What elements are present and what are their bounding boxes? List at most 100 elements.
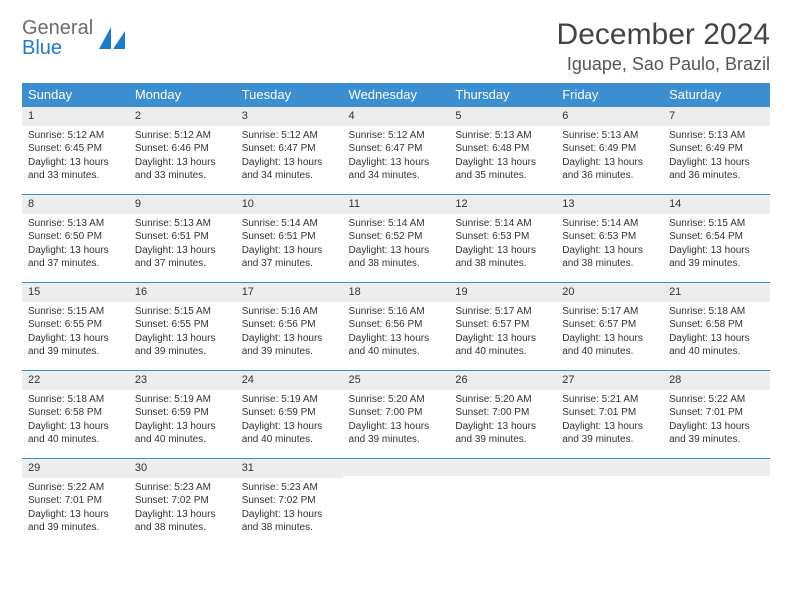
sunset-line: Sunset: 6:48 PM — [455, 142, 550, 156]
day-details: Sunrise: 5:20 AMSunset: 7:00 PMDaylight:… — [343, 390, 450, 451]
day-number: 26 — [449, 371, 556, 390]
daylight-line: Daylight: 13 hours and 40 minutes. — [28, 420, 123, 447]
sunrise-line: Sunrise: 5:13 AM — [562, 129, 657, 143]
sunset-line: Sunset: 7:01 PM — [562, 406, 657, 420]
sunrise-line: Sunrise: 5:13 AM — [135, 217, 230, 231]
day-number: 21 — [663, 283, 770, 302]
day-details: Sunrise: 5:13 AMSunset: 6:49 PMDaylight:… — [556, 126, 663, 187]
weekday-header: Saturday — [663, 83, 770, 107]
day-details: Sunrise: 5:16 AMSunset: 6:56 PMDaylight:… — [236, 302, 343, 363]
calendar-cell: 10Sunrise: 5:14 AMSunset: 6:51 PMDayligh… — [236, 195, 343, 283]
day-number: 28 — [663, 371, 770, 390]
day-number: 12 — [449, 195, 556, 214]
daylight-line: Daylight: 13 hours and 39 minutes. — [28, 508, 123, 535]
calendar-week-row: 29Sunrise: 5:22 AMSunset: 7:01 PMDayligh… — [22, 459, 770, 547]
logo-sail-icon — [97, 25, 127, 51]
day-number: 15 — [22, 283, 129, 302]
sunset-line: Sunset: 7:00 PM — [349, 406, 444, 420]
day-details: Sunrise: 5:15 AMSunset: 6:55 PMDaylight:… — [129, 302, 236, 363]
day-details: Sunrise: 5:13 AMSunset: 6:51 PMDaylight:… — [129, 214, 236, 275]
daylight-line: Daylight: 13 hours and 38 minutes. — [562, 244, 657, 271]
day-number: 27 — [556, 371, 663, 390]
calendar-week-row: 8Sunrise: 5:13 AMSunset: 6:50 PMDaylight… — [22, 195, 770, 283]
logo: General Blue — [22, 18, 127, 58]
sunrise-line: Sunrise: 5:15 AM — [135, 305, 230, 319]
day-number — [556, 459, 663, 476]
sunset-line: Sunset: 6:56 PM — [349, 318, 444, 332]
month-title: December 2024 — [557, 18, 770, 52]
calendar-cell: 26Sunrise: 5:20 AMSunset: 7:00 PMDayligh… — [449, 371, 556, 459]
sunset-line: Sunset: 6:54 PM — [669, 230, 764, 244]
calendar-cell: 14Sunrise: 5:15 AMSunset: 6:54 PMDayligh… — [663, 195, 770, 283]
day-number: 19 — [449, 283, 556, 302]
calendar-cell — [556, 459, 663, 547]
calendar-cell: 4Sunrise: 5:12 AMSunset: 6:47 PMDaylight… — [343, 107, 450, 195]
sunset-line: Sunset: 6:57 PM — [455, 318, 550, 332]
day-details: Sunrise: 5:14 AMSunset: 6:53 PMDaylight:… — [449, 214, 556, 275]
day-number: 20 — [556, 283, 663, 302]
sunrise-line: Sunrise: 5:22 AM — [669, 393, 764, 407]
daylight-line: Daylight: 13 hours and 33 minutes. — [135, 156, 230, 183]
day-number: 10 — [236, 195, 343, 214]
calendar-cell: 7Sunrise: 5:13 AMSunset: 6:49 PMDaylight… — [663, 107, 770, 195]
sunrise-line: Sunrise: 5:23 AM — [135, 481, 230, 495]
day-details: Sunrise: 5:20 AMSunset: 7:00 PMDaylight:… — [449, 390, 556, 451]
day-details: Sunrise: 5:12 AMSunset: 6:45 PMDaylight:… — [22, 126, 129, 187]
day-details: Sunrise: 5:12 AMSunset: 6:47 PMDaylight:… — [343, 126, 450, 187]
day-details: Sunrise: 5:17 AMSunset: 6:57 PMDaylight:… — [449, 302, 556, 363]
sunrise-line: Sunrise: 5:12 AM — [242, 129, 337, 143]
daylight-line: Daylight: 13 hours and 34 minutes. — [349, 156, 444, 183]
sunrise-line: Sunrise: 5:14 AM — [562, 217, 657, 231]
day-number: 18 — [343, 283, 450, 302]
weekday-header: Tuesday — [236, 83, 343, 107]
day-number: 23 — [129, 371, 236, 390]
day-number: 4 — [343, 107, 450, 126]
weekday-header: Friday — [556, 83, 663, 107]
calendar-cell: 25Sunrise: 5:20 AMSunset: 7:00 PMDayligh… — [343, 371, 450, 459]
sunrise-line: Sunrise: 5:18 AM — [28, 393, 123, 407]
sunrise-line: Sunrise: 5:17 AM — [562, 305, 657, 319]
day-details: Sunrise: 5:16 AMSunset: 6:56 PMDaylight:… — [343, 302, 450, 363]
day-details: Sunrise: 5:13 AMSunset: 6:50 PMDaylight:… — [22, 214, 129, 275]
sunrise-line: Sunrise: 5:19 AM — [135, 393, 230, 407]
header: General Blue December 2024 Iguape, Sao P… — [22, 18, 770, 75]
day-details: Sunrise: 5:22 AMSunset: 7:01 PMDaylight:… — [663, 390, 770, 451]
daylight-line: Daylight: 13 hours and 39 minutes. — [349, 420, 444, 447]
day-details: Sunrise: 5:15 AMSunset: 6:55 PMDaylight:… — [22, 302, 129, 363]
daylight-line: Daylight: 13 hours and 40 minutes. — [669, 332, 764, 359]
daylight-line: Daylight: 13 hours and 34 minutes. — [242, 156, 337, 183]
day-details: Sunrise: 5:19 AMSunset: 6:59 PMDaylight:… — [236, 390, 343, 451]
daylight-line: Daylight: 13 hours and 40 minutes. — [242, 420, 337, 447]
day-details: Sunrise: 5:12 AMSunset: 6:46 PMDaylight:… — [129, 126, 236, 187]
day-number: 31 — [236, 459, 343, 478]
calendar-cell: 21Sunrise: 5:18 AMSunset: 6:58 PMDayligh… — [663, 283, 770, 371]
sunrise-line: Sunrise: 5:13 AM — [669, 129, 764, 143]
sunset-line: Sunset: 7:02 PM — [135, 494, 230, 508]
calendar-cell: 19Sunrise: 5:17 AMSunset: 6:57 PMDayligh… — [449, 283, 556, 371]
sunset-line: Sunset: 6:47 PM — [242, 142, 337, 156]
sunset-line: Sunset: 6:58 PM — [669, 318, 764, 332]
sunset-line: Sunset: 6:57 PM — [562, 318, 657, 332]
sunset-line: Sunset: 6:58 PM — [28, 406, 123, 420]
calendar-cell: 24Sunrise: 5:19 AMSunset: 6:59 PMDayligh… — [236, 371, 343, 459]
day-number: 25 — [343, 371, 450, 390]
calendar-cell: 3Sunrise: 5:12 AMSunset: 6:47 PMDaylight… — [236, 107, 343, 195]
day-number: 14 — [663, 195, 770, 214]
calendar-cell: 17Sunrise: 5:16 AMSunset: 6:56 PMDayligh… — [236, 283, 343, 371]
day-details: Sunrise: 5:22 AMSunset: 7:01 PMDaylight:… — [22, 478, 129, 539]
sunset-line: Sunset: 6:53 PM — [455, 230, 550, 244]
daylight-line: Daylight: 13 hours and 39 minutes. — [135, 332, 230, 359]
day-number: 9 — [129, 195, 236, 214]
daylight-line: Daylight: 13 hours and 39 minutes. — [455, 420, 550, 447]
day-number: 8 — [22, 195, 129, 214]
sunrise-line: Sunrise: 5:12 AM — [28, 129, 123, 143]
calendar-cell: 2Sunrise: 5:12 AMSunset: 6:46 PMDaylight… — [129, 107, 236, 195]
calendar-cell: 1Sunrise: 5:12 AMSunset: 6:45 PMDaylight… — [22, 107, 129, 195]
weekday-header-row: SundayMondayTuesdayWednesdayThursdayFrid… — [22, 83, 770, 107]
calendar-week-row: 1Sunrise: 5:12 AMSunset: 6:45 PMDaylight… — [22, 107, 770, 195]
daylight-line: Daylight: 13 hours and 40 minutes. — [135, 420, 230, 447]
daylight-line: Daylight: 13 hours and 36 minutes. — [562, 156, 657, 183]
sunset-line: Sunset: 7:01 PM — [28, 494, 123, 508]
day-details: Sunrise: 5:13 AMSunset: 6:49 PMDaylight:… — [663, 126, 770, 187]
day-details: Sunrise: 5:12 AMSunset: 6:47 PMDaylight:… — [236, 126, 343, 187]
